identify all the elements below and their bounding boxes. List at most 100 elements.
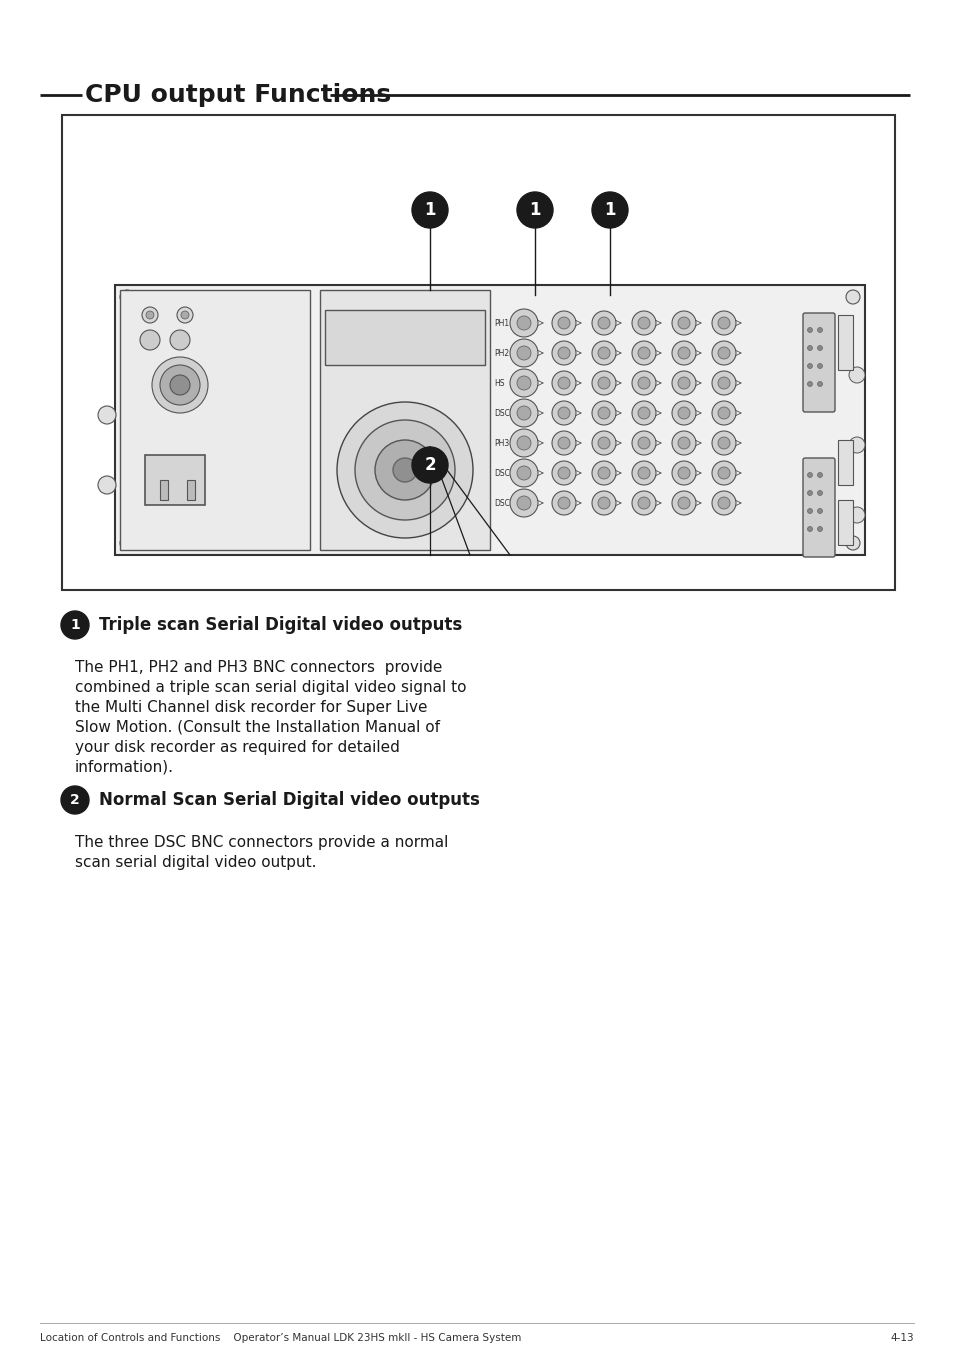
Circle shape [817, 508, 821, 513]
Circle shape [170, 376, 190, 394]
Circle shape [592, 461, 616, 485]
Bar [115, 285, 864, 555]
Circle shape [806, 327, 812, 332]
Circle shape [678, 467, 689, 480]
Circle shape [711, 461, 735, 485]
Circle shape [671, 340, 696, 365]
Circle shape [517, 346, 531, 359]
Circle shape [517, 192, 553, 228]
Circle shape [806, 527, 812, 531]
Circle shape [806, 490, 812, 496]
Circle shape [598, 436, 609, 449]
Text: 1: 1 [603, 201, 615, 219]
Text: information).: information). [75, 761, 173, 775]
Circle shape [140, 330, 160, 350]
Circle shape [592, 372, 616, 394]
Bar [145, 455, 205, 505]
Text: The PH1, PH2 and PH3 BNC connectors  provide: The PH1, PH2 and PH3 BNC connectors prov… [75, 661, 442, 676]
Circle shape [393, 458, 416, 482]
FancyBboxPatch shape [802, 313, 834, 412]
Circle shape [718, 467, 729, 480]
Circle shape [671, 401, 696, 426]
Text: 1: 1 [424, 201, 436, 219]
Circle shape [817, 527, 821, 531]
Circle shape [592, 490, 616, 515]
Circle shape [375, 440, 435, 500]
Circle shape [671, 490, 696, 515]
Circle shape [806, 473, 812, 477]
Circle shape [678, 377, 689, 389]
Circle shape [517, 407, 531, 420]
Circle shape [711, 490, 735, 515]
Text: combined a triple scan serial digital video signal to: combined a triple scan serial digital vi… [75, 680, 466, 694]
Circle shape [552, 372, 576, 394]
Circle shape [146, 311, 153, 319]
Circle shape [718, 347, 729, 359]
Text: 1: 1 [529, 201, 540, 219]
Circle shape [517, 316, 531, 330]
Circle shape [817, 363, 821, 369]
Circle shape [558, 436, 569, 449]
Circle shape [598, 317, 609, 330]
Circle shape [552, 431, 576, 455]
Circle shape [552, 490, 576, 515]
Text: PH1: PH1 [494, 319, 509, 327]
Circle shape [817, 490, 821, 496]
Circle shape [598, 497, 609, 509]
Circle shape [671, 431, 696, 455]
Circle shape [598, 377, 609, 389]
Circle shape [517, 436, 531, 450]
Circle shape [845, 536, 859, 550]
Circle shape [592, 192, 627, 228]
Circle shape [817, 327, 821, 332]
Circle shape [671, 311, 696, 335]
Circle shape [558, 497, 569, 509]
Bar [62, 115, 894, 590]
Text: 4-13: 4-13 [889, 1333, 913, 1343]
Circle shape [817, 381, 821, 386]
Circle shape [598, 407, 609, 419]
Circle shape [718, 497, 729, 509]
Circle shape [98, 407, 116, 424]
Text: your disk recorder as required for detailed: your disk recorder as required for detai… [75, 740, 399, 755]
Circle shape [592, 340, 616, 365]
Circle shape [177, 307, 193, 323]
Text: The three DSC BNC connectors provide a normal: The three DSC BNC connectors provide a n… [75, 835, 448, 850]
Circle shape [592, 311, 616, 335]
Text: Triple scan Serial Digital video outputs: Triple scan Serial Digital video outputs [99, 616, 462, 634]
Circle shape [711, 401, 735, 426]
Circle shape [711, 431, 735, 455]
Circle shape [638, 407, 649, 419]
Circle shape [631, 431, 656, 455]
Circle shape [510, 369, 537, 397]
Text: 2: 2 [71, 793, 80, 807]
Circle shape [558, 347, 569, 359]
Circle shape [98, 476, 116, 494]
Text: DSC: DSC [494, 469, 509, 477]
Text: CPU output Functions: CPU output Functions [85, 82, 391, 107]
Circle shape [678, 347, 689, 359]
Text: scan serial digital video output.: scan serial digital video output. [75, 855, 316, 870]
Circle shape [181, 311, 189, 319]
Bar [120, 290, 310, 550]
Circle shape [592, 431, 616, 455]
Circle shape [120, 536, 133, 550]
Text: DSC: DSC [494, 408, 509, 417]
Circle shape [355, 420, 455, 520]
Circle shape [806, 381, 812, 386]
Circle shape [671, 372, 696, 394]
Circle shape [552, 461, 576, 485]
Circle shape [817, 473, 821, 477]
Circle shape [120, 290, 133, 304]
Circle shape [806, 508, 812, 513]
Bar [837, 440, 852, 485]
Circle shape [552, 401, 576, 426]
Circle shape [517, 466, 531, 480]
Circle shape [631, 490, 656, 515]
Circle shape [678, 317, 689, 330]
Circle shape [152, 357, 208, 413]
Circle shape [631, 311, 656, 335]
Circle shape [631, 401, 656, 426]
Circle shape [638, 377, 649, 389]
Circle shape [598, 347, 609, 359]
